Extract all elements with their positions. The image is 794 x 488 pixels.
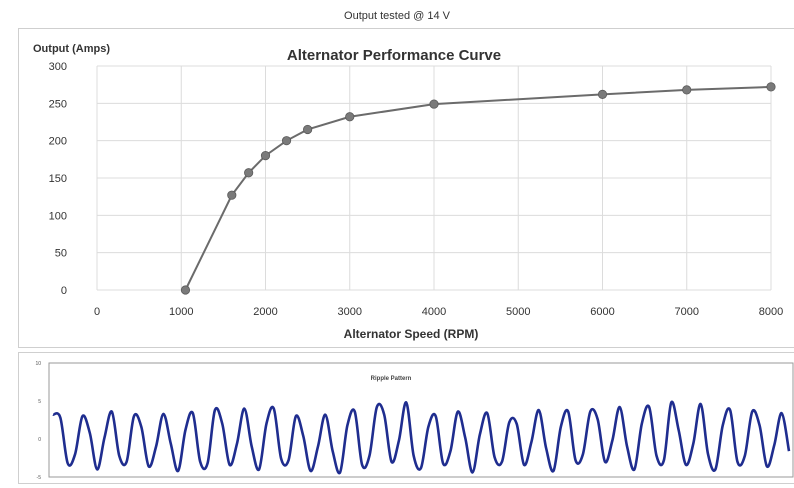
- x-axis-label: Alternator Speed (RPM): [344, 327, 479, 341]
- ripple-waveform-line: [52, 400, 791, 475]
- y-tick-label: 150: [49, 173, 67, 185]
- data-point: [244, 168, 254, 178]
- performance-chart-panel: 0 1000 2000 3000 4000 5000 6000 7000 8000 0 50 100 1…: [18, 28, 794, 348]
- x-tick-label: 2000: [253, 306, 277, 318]
- data-point: [766, 82, 776, 92]
- data-point: [281, 136, 292, 146]
- x-tick-label: 7000: [675, 306, 699, 318]
- data-point: [429, 99, 439, 109]
- chart-caption: Output tested @ 14 V: [344, 10, 450, 22]
- y-tick-label: 100: [49, 210, 67, 222]
- data-point: [682, 85, 692, 95]
- data-point: [227, 190, 237, 200]
- data-point: [303, 124, 313, 135]
- x-tick-label: 5000: [506, 306, 530, 318]
- chart-title: Alternator Performance Curve: [287, 47, 501, 64]
- y-tick-label: 50: [55, 248, 67, 260]
- x-tick-label: 6000: [590, 306, 614, 318]
- ripple-y-tick-label: 0: [38, 437, 41, 443]
- ripple-chart-title: Ripple Pattern: [371, 376, 412, 382]
- x-tick-label: 1000: [169, 306, 193, 318]
- x-tick-label: 3000: [338, 306, 362, 318]
- data-point: [597, 89, 608, 99]
- y-tick-label: 200: [49, 136, 67, 148]
- performance-series-line: [184, 85, 772, 291]
- data-point: [345, 112, 355, 122]
- y-tick-label: 300: [49, 61, 67, 73]
- y-tick-label: 250: [49, 98, 67, 110]
- ripple-y-tick-label: 5: [38, 399, 41, 405]
- data-point: [260, 151, 271, 161]
- data-point: [180, 285, 191, 295]
- y-axis-label: Output (Amps): [33, 43, 110, 55]
- ripple-y-tick-label: -5: [37, 475, 42, 481]
- x-tick-label: 4000: [422, 306, 446, 318]
- x-tick-label: 8000: [759, 306, 783, 318]
- ripple-chart-panel: 10 5 0 -5 Ripple Pattern: [18, 352, 794, 484]
- ripple-chart: 10 5 0 -5 Ripple Pattern: [35, 361, 794, 481]
- y-tick-label: 0: [61, 285, 67, 297]
- x-tick-label: 0: [94, 306, 100, 318]
- performance-chart: 0 1000 2000 3000 4000 5000 6000 7000 8000 0 50 100 1…: [33, 43, 783, 341]
- ripple-y-tick-label: 10: [35, 361, 41, 367]
